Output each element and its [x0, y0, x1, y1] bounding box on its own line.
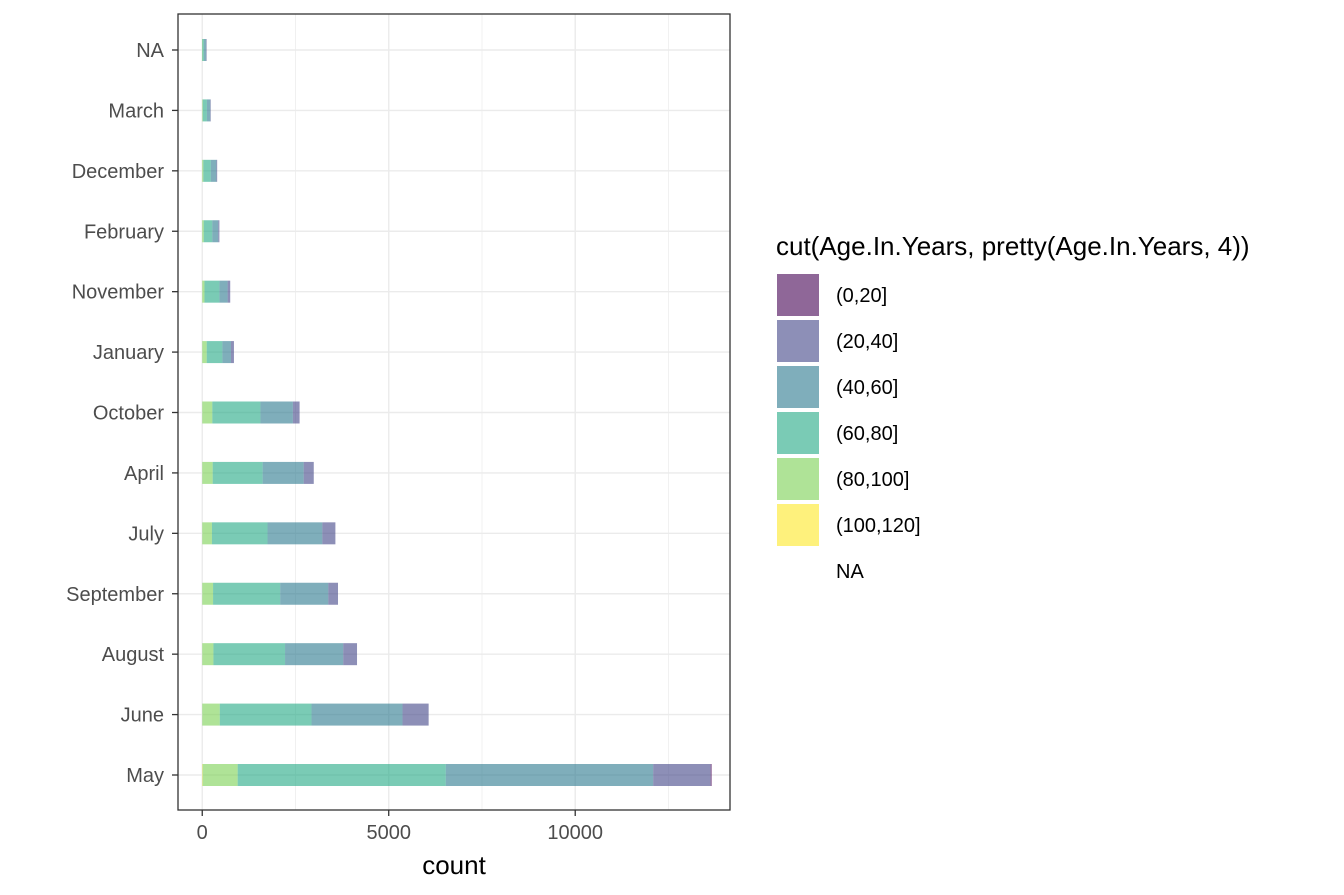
bar-segment [292, 401, 300, 424]
bar-segment [311, 703, 403, 726]
bar-segment [402, 703, 429, 726]
bar-segment [202, 703, 220, 726]
bar-segment [210, 99, 211, 122]
bar-segment [202, 39, 204, 61]
bar-segment [202, 461, 213, 484]
bar-segment [445, 764, 654, 786]
bar-segment [280, 582, 329, 605]
bar-segment [202, 764, 238, 786]
bar-segment [206, 341, 223, 364]
bar-segment [222, 341, 231, 364]
bar-segment [653, 764, 711, 786]
x-axis-title: count [422, 850, 486, 880]
y-tick-label: October [93, 403, 164, 425]
bar-segment [206, 39, 207, 61]
legend-key [777, 274, 819, 316]
bar-segment [213, 643, 286, 666]
bar-segment [202, 280, 205, 303]
y-tick-label: NA [136, 40, 164, 62]
x-tick-label: 5000 [366, 822, 411, 844]
legend: cut(Age.In.Years, pretty(Age.In.Years, 4… [776, 231, 1250, 583]
legend-label: (60,80] [836, 423, 898, 445]
bar-segment [206, 99, 211, 122]
bar-segment [219, 703, 312, 726]
bar-segment [202, 643, 214, 666]
bar-segment [285, 643, 344, 666]
bar-segment [262, 461, 304, 484]
y-tick-label: September [66, 584, 164, 606]
legend-label: (20,40] [836, 331, 898, 353]
y-tick-label: February [84, 221, 164, 243]
bar-segment [303, 461, 314, 484]
y-tick-label: August [102, 644, 165, 666]
bar-segment [322, 522, 336, 545]
bar-segment [328, 582, 339, 605]
bar-segment [237, 764, 446, 786]
bar-segment [202, 99, 207, 122]
bar-segment [212, 461, 263, 484]
y-tick-label: January [93, 342, 164, 364]
y-tick-label: April [124, 463, 164, 485]
bar-segment [202, 522, 212, 545]
y-tick-label: March [108, 100, 164, 122]
legend-label: (0,20] [836, 285, 887, 307]
bar-segment [230, 341, 234, 364]
x-tick-label: 0 [197, 822, 208, 844]
legend-title: cut(Age.In.Years, pretty(Age.In.Years, 4… [776, 231, 1250, 261]
bar-segment [202, 159, 204, 182]
bar-segment [202, 582, 214, 605]
bars-layer [202, 39, 712, 786]
y-tick-label: November [72, 282, 165, 304]
bar-segment [204, 280, 220, 303]
y-tick-label: July [128, 523, 164, 545]
legend-key [777, 504, 819, 546]
bar-segment [218, 220, 220, 243]
x-tick-label: 10000 [547, 822, 603, 844]
bar-segment [216, 159, 218, 182]
bar-segment [343, 643, 358, 666]
bar-segment [260, 401, 293, 424]
legend-label: (80,100] [836, 469, 909, 491]
bar-segment [212, 220, 219, 243]
bar-segment [203, 220, 213, 243]
y-axis: NA March December February November January Oc… [66, 40, 178, 787]
bar-segment [267, 522, 323, 545]
bar-segment [203, 159, 211, 182]
y-tick-label: December [72, 161, 165, 183]
bar-segment [202, 401, 213, 424]
bar-segment [211, 522, 268, 545]
legend-label: (100,120] [836, 515, 921, 537]
legend-label: (40,60] [836, 377, 898, 399]
bar-segment [212, 401, 261, 424]
legend-key [777, 320, 819, 362]
bar-segment [710, 764, 712, 786]
y-tick-label: June [121, 705, 164, 727]
bar-segment [202, 341, 207, 364]
legend-key [777, 412, 819, 454]
bar-segment [203, 39, 207, 61]
bar-segment [202, 764, 203, 786]
bar-segment [227, 280, 231, 303]
legend-label: NA [836, 561, 864, 583]
bar-segment [202, 99, 203, 122]
bar-segment [202, 220, 204, 243]
bar-segment [219, 280, 228, 303]
legend-key [777, 366, 819, 408]
bar-segment [213, 582, 281, 605]
bar-segment [210, 159, 217, 182]
legend-key [777, 458, 819, 500]
x-axis: 0 5000 10000 [197, 810, 603, 844]
y-tick-label: May [126, 765, 164, 787]
